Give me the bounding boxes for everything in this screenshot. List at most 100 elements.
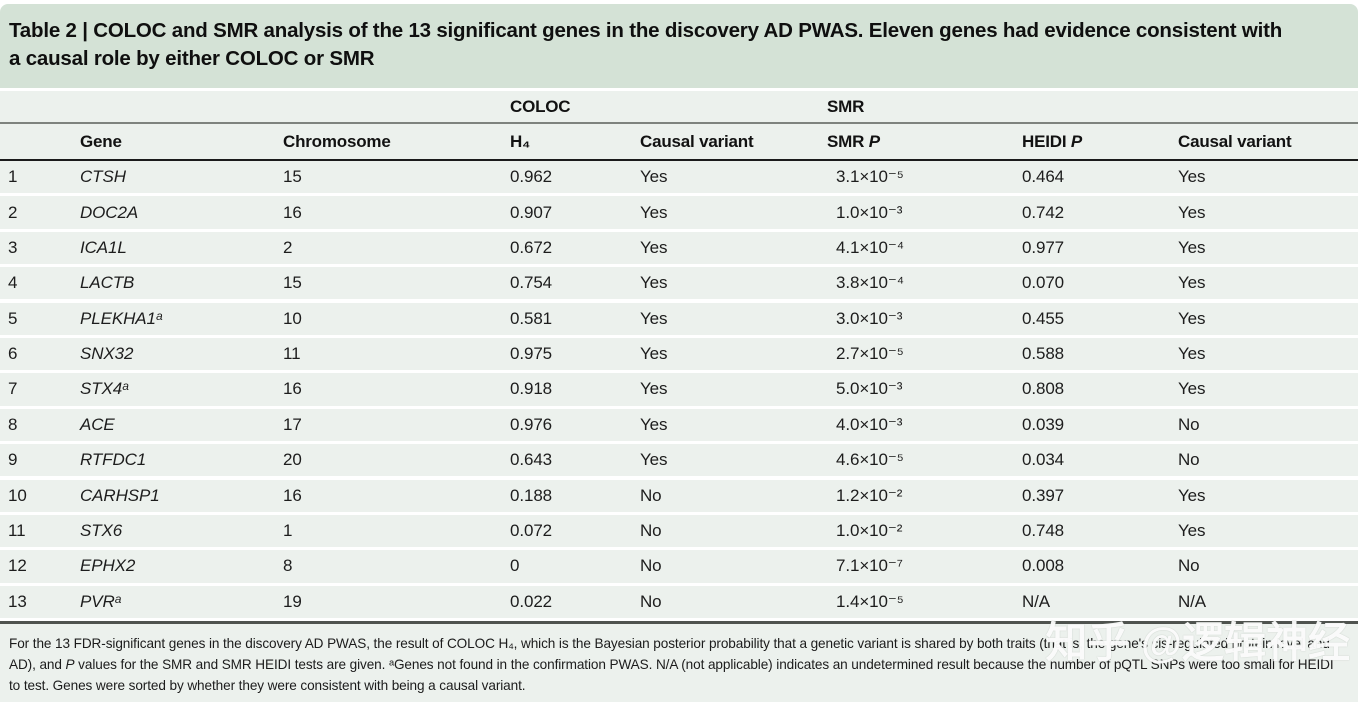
smr-p-value: 3.0×10⁻³ <box>836 308 903 328</box>
coloc-causal-variant-value: No <box>640 485 662 505</box>
heidi-p-value: 0.808 <box>1022 379 1065 399</box>
coloc-causal-variant-value: Yes <box>640 308 668 328</box>
coloc-causal-variant-value: Yes <box>640 450 668 470</box>
smr-p-value: 3.8×10⁻⁴ <box>836 273 904 293</box>
chromosome-value: 2 <box>283 237 293 257</box>
table-row: 9 RTFDC1 20 0.643 Yes 4.6×10⁻⁵ 0.034 No <box>0 444 1358 477</box>
column-header-heidi-p: HEIDI P <box>1022 131 1083 151</box>
smr-causal-variant-value: Yes <box>1178 273 1206 293</box>
row-number: 3 <box>8 237 18 257</box>
column-header-chromosome: Chromosome <box>283 131 391 151</box>
table-row: 12 EPHX2 8 0 No 7.1×10⁻⁷ 0.008 No <box>0 550 1358 583</box>
coloc-causal-variant-value: No <box>640 591 662 611</box>
table-row: 4 LACTB 15 0.754 Yes 3.8×10⁻⁴ 0.070 Yes <box>0 267 1358 300</box>
heidi-p-value: 0.748 <box>1022 521 1065 541</box>
smr-p-value: 5.0×10⁻³ <box>836 379 903 399</box>
h4-value: 0.022 <box>510 591 553 611</box>
heidi-p-value: 0.039 <box>1022 414 1065 434</box>
heidi-p-value: 0.034 <box>1022 450 1065 470</box>
h4-value: 0.754 <box>510 273 553 293</box>
h4-value: 0.581 <box>510 308 553 328</box>
row-number: 2 <box>8 202 18 222</box>
smr-p-value: 1.0×10⁻³ <box>836 202 903 222</box>
coloc-causal-variant-value: No <box>640 521 662 541</box>
table-row: 8 ACE 17 0.976 Yes 4.0×10⁻³ 0.039 No <box>0 408 1358 442</box>
smr-causal-variant-value: Yes <box>1178 237 1206 257</box>
smr-p-value: 7.1×10⁻⁷ <box>836 556 903 576</box>
h4-value: 0.976 <box>510 414 553 434</box>
table-row: 3 ICA1L 2 0.672 Yes 4.1×10⁻⁴ 0.977 Yes <box>0 231 1358 265</box>
gene-name: LACTB <box>80 273 135 293</box>
column-header-causal-variant-smr: Causal variant <box>1178 131 1292 151</box>
smr-p-value: 1.4×10⁻⁵ <box>836 591 904 611</box>
smr-p-value: 3.1×10⁻⁵ <box>836 167 904 187</box>
coloc-causal-variant-value: No <box>640 556 662 576</box>
chromosome-value: 1 <box>283 521 293 541</box>
smr-causal-variant-value: Yes <box>1178 521 1206 541</box>
heidi-p-value: 0.588 <box>1022 344 1065 364</box>
smr-p-value: 2.7×10⁻⁵ <box>836 344 904 364</box>
smr-causal-variant-value: No <box>1178 414 1200 434</box>
chromosome-value: 19 <box>283 591 302 611</box>
row-number: 9 <box>8 450 18 470</box>
heidi-p-value: 0.742 <box>1022 202 1065 222</box>
table-row: 6 SNX32 11 0.975 Yes 2.7×10⁻⁵ 0.588 Yes <box>0 337 1358 371</box>
heidi-p-value: 0.464 <box>1022 167 1065 187</box>
row-number: 6 <box>8 344 18 364</box>
table-row: 7 STX4ᵃ 16 0.918 Yes 5.0×10⁻³ 0.808 Yes <box>0 373 1358 406</box>
row-number: 7 <box>8 379 18 399</box>
coloc-causal-variant-value: Yes <box>640 273 668 293</box>
gene-name: SNX32 <box>80 344 134 364</box>
heidi-p-value: 0.397 <box>1022 485 1065 505</box>
table-row: 13 PVRᵃ 19 0.022 No 1.4×10⁻⁵ N/A N/A <box>0 585 1358 618</box>
footnote-band: For the 13 FDR-significant genes in the … <box>0 624 1358 702</box>
smr-causal-variant-value: Yes <box>1178 308 1206 328</box>
gene-name: CTSH <box>80 167 126 187</box>
smr-p-value: 1.2×10⁻² <box>836 485 903 505</box>
smr-p-value: 4.6×10⁻⁵ <box>836 450 904 470</box>
heidi-p-value: 0.977 <box>1022 237 1065 257</box>
row-number: 8 <box>8 414 18 434</box>
smr-p-value: 4.1×10⁻⁴ <box>836 237 904 257</box>
gene-name: STX4ᵃ <box>80 379 129 399</box>
column-header-h4: H₄ <box>510 131 530 151</box>
heidi-p-value: N/A <box>1022 591 1051 611</box>
gene-name: DOC2A <box>80 202 139 222</box>
chromosome-value: 15 <box>283 273 302 293</box>
table-title-line-1: Table 2 | COLOC and SMR analysis of the … <box>9 19 1283 42</box>
chromosome-value: 16 <box>283 202 302 222</box>
h4-value: 0.643 <box>510 450 553 470</box>
column-header-causal-variant-coloc: Causal variant <box>640 131 754 151</box>
row-number: 5 <box>8 308 18 328</box>
h4-value: 0.975 <box>510 344 553 364</box>
chromosome-value: 20 <box>283 450 302 470</box>
smr-causal-variant-value: Yes <box>1178 485 1206 505</box>
coloc-causal-variant-value: Yes <box>640 414 668 434</box>
gene-name: STX6 <box>80 521 123 541</box>
column-header-smr-p: SMR P <box>827 131 880 151</box>
table-body: 1 CTSH 15 0.962 Yes 3.1×10⁻⁵ 0.464 Yes 2… <box>0 161 1358 618</box>
group-header-row: COLOC SMR <box>0 91 1358 122</box>
coloc-causal-variant-value: Yes <box>640 167 668 187</box>
results-table: COLOC SMR Gene Chromosome H₄ Causal vari… <box>0 91 1358 625</box>
chromosome-value: 17 <box>283 414 302 434</box>
smr-p-value: 1.0×10⁻² <box>836 521 903 541</box>
table-row: 1 CTSH 15 0.962 Yes 3.1×10⁻⁵ 0.464 Yes <box>0 161 1358 194</box>
table-row: 11 STX6 1 0.072 No 1.0×10⁻² 0.748 Yes <box>0 514 1358 548</box>
smr-causal-variant-value: No <box>1178 556 1200 576</box>
chromosome-value: 11 <box>283 344 301 364</box>
header-divider-gray <box>0 122 1358 124</box>
chromosome-value: 8 <box>283 556 293 576</box>
h4-value: 0.672 <box>510 237 553 257</box>
smr-causal-variant-value: Yes <box>1178 167 1206 187</box>
row-number: 13 <box>8 591 27 611</box>
gene-name: RTFDC1 <box>80 450 147 470</box>
coloc-causal-variant-value: Yes <box>640 202 668 222</box>
footnote-text: For the 13 FDR-significant genes in the … <box>9 636 1334 693</box>
heidi-p-value: 0.070 <box>1022 273 1065 293</box>
h4-value: 0.962 <box>510 167 553 187</box>
gene-name: PLEKHA1ᵃ <box>80 308 162 328</box>
column-header-row: Gene Chromosome H₄ Causal variant SMR P … <box>0 124 1358 159</box>
h4-value: 0.072 <box>510 521 553 541</box>
